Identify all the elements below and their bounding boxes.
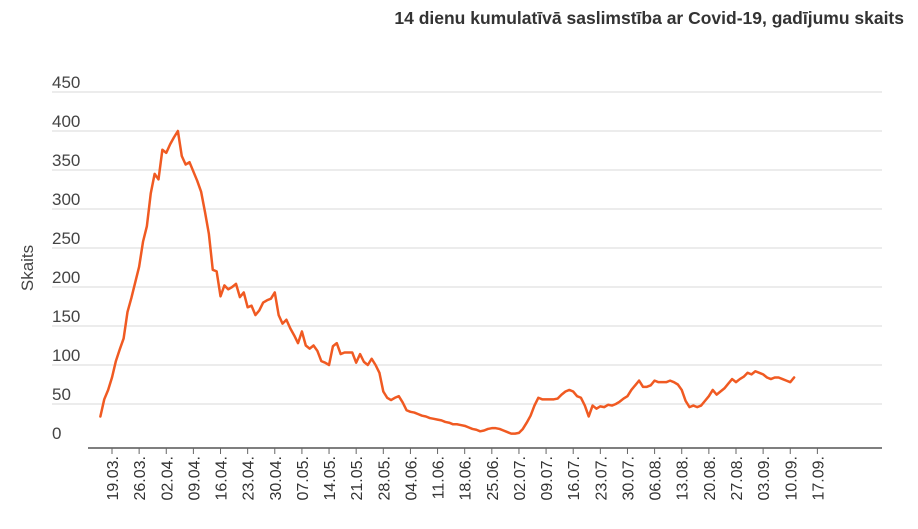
x-axis-tick-labels: 19.03. 26.03. 02.04. 09.04. 16.04. 23.04. 30.0…: [105, 448, 827, 500]
y-tick-label: 150: [52, 307, 80, 326]
x-tick-label: 11.06.: [431, 456, 448, 499]
y-tick-label: 100: [52, 346, 80, 365]
x-tick-label: 30.04.: [268, 456, 285, 500]
series-group: [99, 129, 796, 435]
y-tick-label: 450: [52, 73, 80, 92]
x-tick-label: 16.04.: [214, 456, 231, 500]
y-tick-label: 400: [52, 112, 80, 131]
x-tick-label: 13.08.: [675, 456, 692, 500]
x-tick-label: 30.07.: [620, 456, 637, 500]
series-line: [99, 129, 796, 435]
x-tick-label: 17.09.: [810, 456, 827, 500]
chart-title: 14 dienu kumulatīvā saslimstība ar Covid…: [394, 8, 904, 28]
x-tick-label: 10.09.: [783, 456, 800, 500]
y-tick-label: 0: [52, 424, 61, 443]
x-tick-label: 02.04.: [159, 456, 176, 500]
x-tick-label: 27.08.: [729, 456, 746, 500]
x-tick-label: 25.06.: [485, 456, 502, 500]
x-tick-label: 19.03.: [105, 456, 122, 500]
x-tick-label: 16.07.: [566, 456, 583, 500]
gridlines: [52, 91, 882, 449]
x-tick-label: 23.07.: [593, 456, 610, 500]
x-tick-label: 06.08.: [648, 456, 665, 500]
x-tick-label: 21.05.: [349, 456, 366, 500]
x-tick-label: 09.04.: [186, 456, 203, 500]
x-tick-label: 28.05.: [376, 456, 393, 500]
y-tick-label: 50: [52, 385, 71, 404]
y-tick-label: 350: [52, 151, 80, 170]
x-tick-label: 20.08.: [702, 456, 719, 500]
x-tick-label: 02.07.: [512, 456, 529, 500]
x-tick-label: 09.07.: [539, 456, 556, 500]
x-tick-label: 04.06.: [403, 456, 420, 500]
x-tick-label: 03.09.: [756, 456, 773, 500]
x-tick-label: 18.06.: [458, 456, 475, 500]
y-tick-label: 250: [52, 229, 80, 248]
x-tick-label: 26.03.: [132, 456, 149, 500]
y-tick-label: 300: [52, 190, 80, 209]
y-tick-label: 200: [52, 268, 80, 287]
x-tick-label: 07.05.: [295, 456, 312, 500]
y-axis-tick-labels: 0 50 100 150 200 250 300 350 400 450: [52, 73, 80, 443]
x-tick-label: 23.04.: [241, 456, 258, 500]
x-tick-label: 14.05.: [322, 456, 339, 500]
